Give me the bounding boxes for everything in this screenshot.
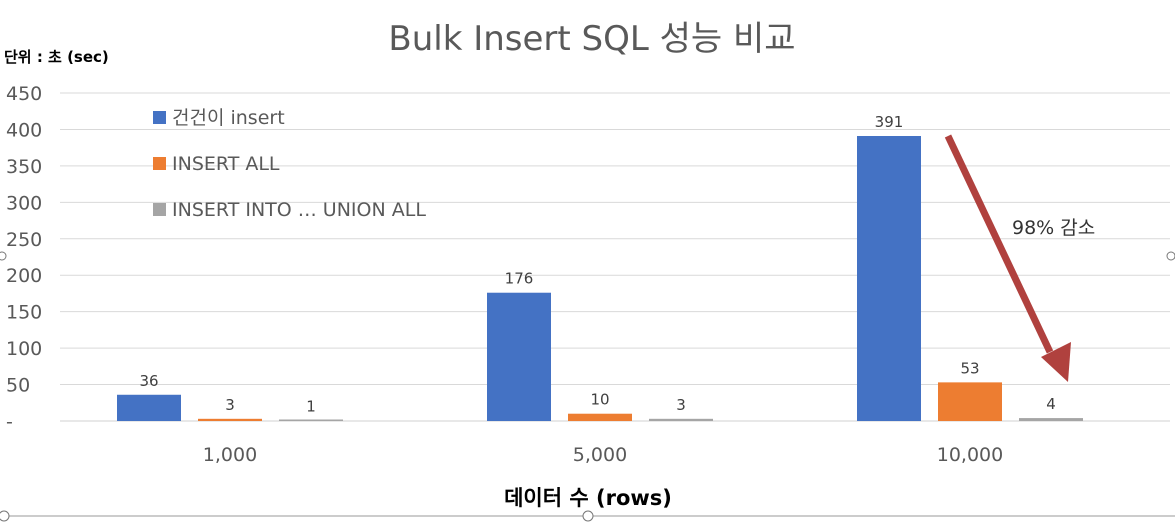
y-tick-label: 350	[6, 156, 42, 178]
bar	[1019, 418, 1083, 421]
y-tick-label: 100	[6, 338, 42, 360]
legend-swatch	[153, 111, 166, 124]
bar	[649, 418, 713, 421]
y-tick-label: 300	[6, 192, 42, 214]
frame-handles	[0, 251, 1175, 522]
bar	[487, 292, 551, 421]
y-tick-label: 250	[6, 229, 42, 251]
bar	[117, 394, 181, 421]
bar	[857, 136, 921, 421]
data-label: 1	[306, 397, 316, 415]
unit-label: 단위 : 초 (sec)	[4, 48, 109, 66]
y-axis: - 50 100 150 200 250 300 350 400 450	[6, 83, 42, 433]
x-axis: 1,000 5,000 10,000	[203, 444, 1003, 466]
y-tick-label: 150	[6, 302, 42, 324]
reduction-arrow-head	[1041, 342, 1071, 382]
legend: 건건이 insert INSERT ALL INSERT INTO … UNION …	[153, 107, 426, 221]
data-label: 53	[960, 359, 979, 377]
x-tick-label: 5,000	[573, 444, 627, 466]
chart-title: Bulk Insert SQL 성능 비교	[388, 19, 795, 59]
data-label: 36	[139, 372, 158, 390]
y-tick-label: 50	[6, 375, 30, 397]
annotation: 98% 감소	[944, 134, 1095, 382]
bar	[938, 382, 1002, 421]
data-labels: 36 3 1 176 10 3 391 53 4	[139, 113, 1055, 415]
x-tick-label: 1,000	[203, 444, 257, 466]
bars	[117, 136, 1083, 421]
bar	[279, 419, 343, 421]
reduction-label: 98% 감소	[1012, 217, 1095, 239]
legend-entry: INSERT INTO … UNION ALL	[172, 199, 426, 221]
y-tick-label: 400	[6, 119, 42, 141]
y-tick-label: 450	[6, 83, 42, 105]
legend-swatch	[153, 203, 166, 216]
legend-entry: 건건이 insert	[172, 107, 285, 129]
reduction-arrow	[944, 134, 1054, 354]
data-label: 4	[1046, 395, 1056, 413]
data-label: 10	[590, 391, 609, 409]
data-label: 3	[225, 396, 235, 414]
y-tick-label: 200	[6, 265, 42, 287]
legend-swatch	[153, 157, 166, 170]
x-tick-label: 10,000	[937, 444, 1003, 466]
bar	[198, 418, 262, 421]
bar	[568, 413, 632, 421]
data-label: 3	[676, 396, 686, 414]
y-tick-label: -	[6, 411, 13, 433]
gridlines	[60, 92, 1170, 422]
data-label: 176	[505, 270, 534, 288]
legend-entry: INSERT ALL	[172, 153, 280, 175]
x-axis-label: 데이터 수 (rows)	[504, 486, 672, 510]
data-label: 391	[875, 113, 904, 131]
